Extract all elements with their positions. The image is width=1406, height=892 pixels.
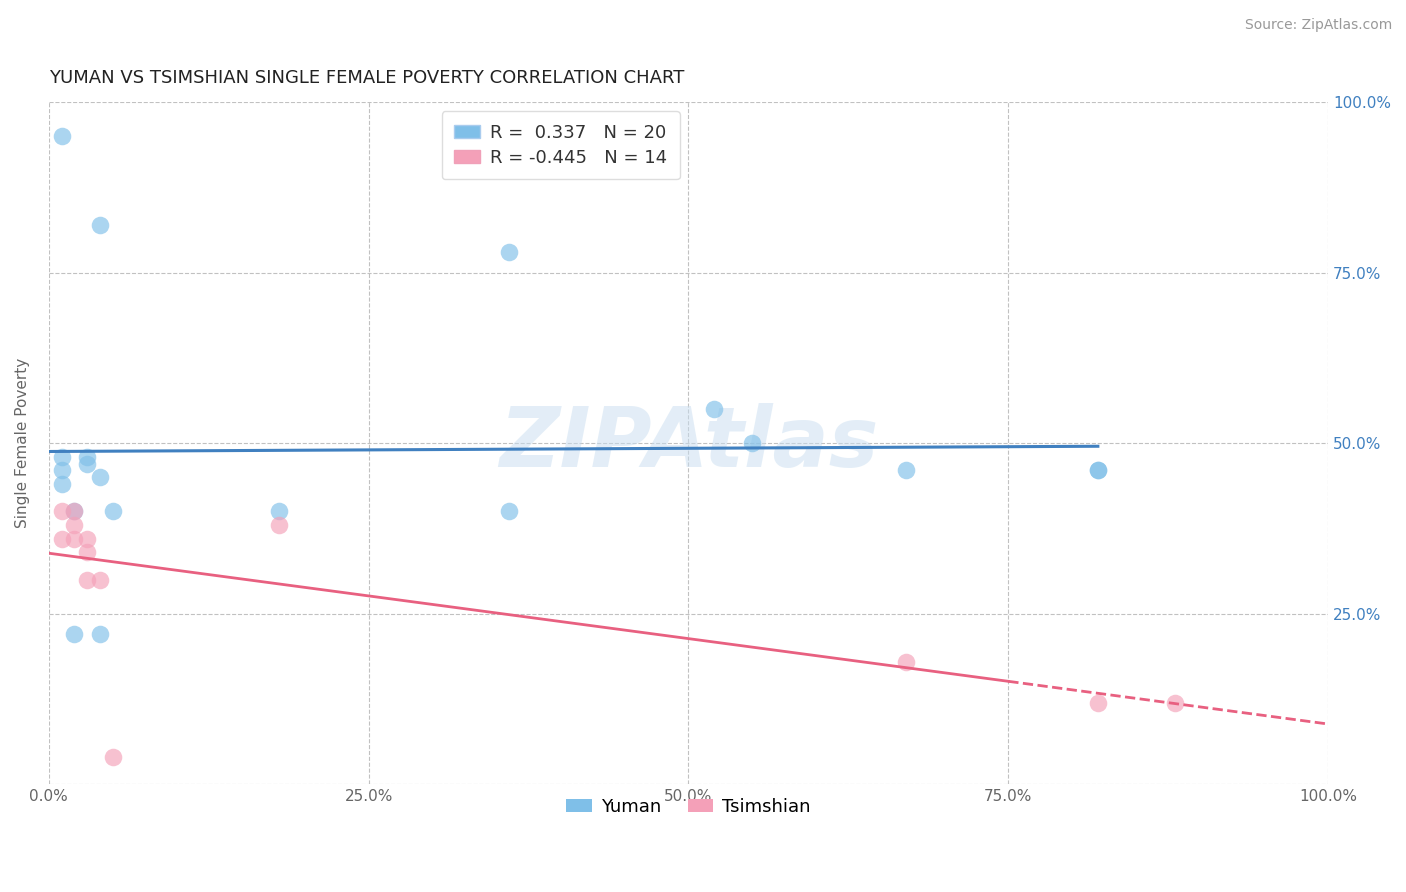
Point	[89, 573, 111, 587]
Text: ZIPAtlas: ZIPAtlas	[499, 402, 879, 483]
Point	[63, 504, 86, 518]
Point	[498, 504, 520, 518]
Point	[101, 504, 124, 518]
Point	[89, 218, 111, 232]
Point	[76, 457, 98, 471]
Point	[267, 518, 290, 533]
Point	[51, 532, 73, 546]
Point	[1163, 696, 1185, 710]
Point	[703, 402, 725, 417]
Point	[51, 477, 73, 491]
Point	[894, 655, 917, 669]
Point	[894, 463, 917, 477]
Point	[89, 470, 111, 484]
Point	[76, 573, 98, 587]
Point	[498, 245, 520, 260]
Y-axis label: Single Female Poverty: Single Female Poverty	[15, 358, 30, 528]
Point	[101, 750, 124, 764]
Point	[1087, 463, 1109, 477]
Point	[51, 129, 73, 144]
Point	[1087, 463, 1109, 477]
Point	[76, 545, 98, 559]
Point	[741, 436, 763, 450]
Point	[76, 450, 98, 464]
Point	[76, 532, 98, 546]
Point	[1087, 696, 1109, 710]
Point	[51, 504, 73, 518]
Point	[63, 627, 86, 641]
Point	[63, 518, 86, 533]
Point	[63, 532, 86, 546]
Point	[267, 504, 290, 518]
Legend: Yuman, Tsimshian: Yuman, Tsimshian	[560, 790, 818, 823]
Text: Source: ZipAtlas.com: Source: ZipAtlas.com	[1244, 18, 1392, 32]
Point	[51, 463, 73, 477]
Point	[63, 504, 86, 518]
Text: YUMAN VS TSIMSHIAN SINGLE FEMALE POVERTY CORRELATION CHART: YUMAN VS TSIMSHIAN SINGLE FEMALE POVERTY…	[49, 69, 685, 87]
Point	[51, 450, 73, 464]
Point	[89, 627, 111, 641]
